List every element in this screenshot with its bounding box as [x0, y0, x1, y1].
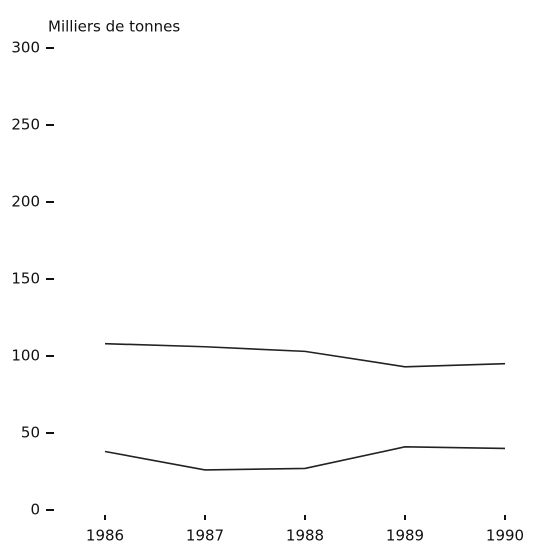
y-tick-label: 50	[21, 424, 40, 442]
y-tick-label: 100	[11, 347, 40, 365]
x-tick-label: 1988	[286, 527, 324, 545]
x-tick-label: 1986	[86, 527, 124, 545]
series-line	[104, 446, 506, 471]
y-tick-label: 200	[11, 193, 40, 211]
x-tick-label: 1987	[186, 527, 224, 545]
y-tick-label: 0	[30, 501, 40, 519]
series-line	[104, 342, 506, 368]
y-tick-label: 300	[11, 39, 40, 57]
y-tick-label: 150	[11, 270, 40, 288]
x-tick-label: 1989	[386, 527, 424, 545]
x-tick-label: 1990	[486, 527, 524, 545]
y-tick-label: 250	[11, 116, 40, 134]
y-axis-label: Milliers de tonnes	[48, 18, 180, 36]
